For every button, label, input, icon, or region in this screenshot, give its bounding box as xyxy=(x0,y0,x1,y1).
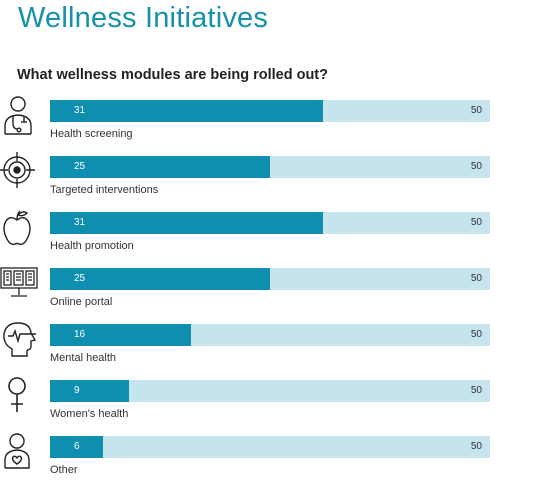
bar-value-label: 9 xyxy=(74,385,80,396)
bar-row-mental-health: 16 50 Mental health xyxy=(0,322,537,380)
bar-max-label: 50 xyxy=(470,385,482,396)
bar-value-label: 6 xyxy=(74,441,80,452)
bar-category-label: Health promotion xyxy=(50,240,134,252)
bar-category-label: Mental health xyxy=(50,352,117,364)
bar-value-label: 16 xyxy=(74,329,86,340)
bar-track: 16 50 xyxy=(50,324,490,346)
bar-max-label: 50 xyxy=(470,161,482,172)
bar xyxy=(50,100,323,122)
crosshair-target-icon xyxy=(0,150,40,194)
bar-value-label: 25 xyxy=(74,161,86,172)
bar xyxy=(50,156,270,178)
bar xyxy=(50,212,323,234)
bar-category-label: Women's health xyxy=(50,408,129,420)
bar xyxy=(50,324,191,346)
bar-max-label: 50 xyxy=(470,105,482,116)
bar-category-label: Other xyxy=(50,464,78,476)
doctor-stethoscope-icon xyxy=(0,94,40,138)
head-heartbeat-icon xyxy=(0,318,40,362)
bar-track: 31 50 xyxy=(50,212,490,234)
bar-category-label: Health screening xyxy=(50,128,133,140)
bar xyxy=(50,380,129,402)
bar-row-health-screening: 31 50 Health screening xyxy=(0,96,537,156)
page-title: Wellness Initiatives xyxy=(18,2,269,34)
bar-category-label: Targeted interventions xyxy=(50,184,159,196)
bar-row-womens-health: 9 50 Women's health xyxy=(0,377,537,436)
female-symbol-icon xyxy=(0,374,40,418)
bar-row-other: 6 50 Other xyxy=(0,433,537,492)
apple-icon xyxy=(0,206,40,250)
bar-value-label: 31 xyxy=(74,217,86,228)
bar-max-label: 50 xyxy=(470,441,482,452)
bar-row-targeted-interventions: 25 50 Targeted interventions xyxy=(0,152,537,212)
bar-category-label: Online portal xyxy=(50,296,113,308)
bar-row-online-portal: 25 50 Online portal xyxy=(0,267,537,324)
bar-row-health-promotion: 31 50 Health promotion xyxy=(0,210,537,268)
chart-title: What wellness modules are being rolled o… xyxy=(17,67,328,83)
bar xyxy=(50,268,270,290)
bar-max-label: 50 xyxy=(470,329,482,340)
bar-value-label: 31 xyxy=(74,105,86,116)
bar xyxy=(50,436,103,458)
bar-value-label: 25 xyxy=(74,273,86,284)
bar-track: 25 50 xyxy=(50,268,490,290)
computer-monitor-icon xyxy=(0,262,40,306)
bar-track: 25 50 xyxy=(50,156,490,178)
bar-track: 9 50 xyxy=(50,380,490,402)
bar-track: 6 50 xyxy=(50,436,490,458)
bar-track: 31 50 xyxy=(50,100,490,122)
person-heart-icon xyxy=(0,430,40,474)
bar-max-label: 50 xyxy=(470,217,482,228)
bar-max-label: 50 xyxy=(470,273,482,284)
